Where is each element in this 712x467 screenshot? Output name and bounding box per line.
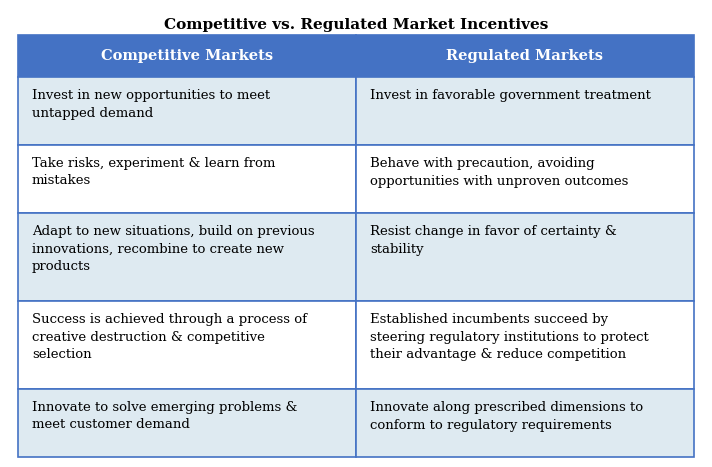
Text: Regulated Markets: Regulated Markets (446, 49, 604, 63)
Text: Innovate along prescribed dimensions to
conform to regulatory requirements: Innovate along prescribed dimensions to … (370, 401, 643, 432)
Bar (18, 77, 356, 145)
Text: Success is achieved through a process of
creative destruction & competitive
sele: Success is achieved through a process of… (32, 313, 307, 361)
Bar (356, 213, 694, 301)
Text: Competitive Markets: Competitive Markets (101, 49, 273, 63)
Text: Adapt to new situations, build on previous
innovations, recombine to create new
: Adapt to new situations, build on previo… (32, 225, 315, 273)
Bar (18, 213, 356, 301)
Text: Resist change in favor of certainty &
stability: Resist change in favor of certainty & st… (370, 225, 617, 255)
Bar (356, 301, 694, 389)
Bar (356, 145, 694, 213)
Bar (18, 389, 356, 457)
Bar (356, 389, 694, 457)
Bar (18, 301, 356, 389)
Bar (356, 35, 694, 77)
Bar (356, 77, 694, 145)
Bar (18, 35, 356, 77)
Text: Behave with precaution, avoiding
opportunities with unproven outcomes: Behave with precaution, avoiding opportu… (370, 157, 629, 187)
Text: Established incumbents succeed by
steering regulatory institutions to protect
th: Established incumbents succeed by steeri… (370, 313, 649, 361)
Text: Invest in favorable government treatment: Invest in favorable government treatment (370, 89, 651, 102)
Text: Competitive vs. Regulated Market Incentives: Competitive vs. Regulated Market Incenti… (164, 18, 548, 32)
Bar (18, 145, 356, 213)
Text: Take risks, experiment & learn from
mistakes: Take risks, experiment & learn from mist… (32, 157, 276, 187)
Text: Invest in new opportunities to meet
untapped demand: Invest in new opportunities to meet unta… (32, 89, 270, 120)
Text: Innovate to solve emerging problems &
meet customer demand: Innovate to solve emerging problems & me… (32, 401, 298, 432)
